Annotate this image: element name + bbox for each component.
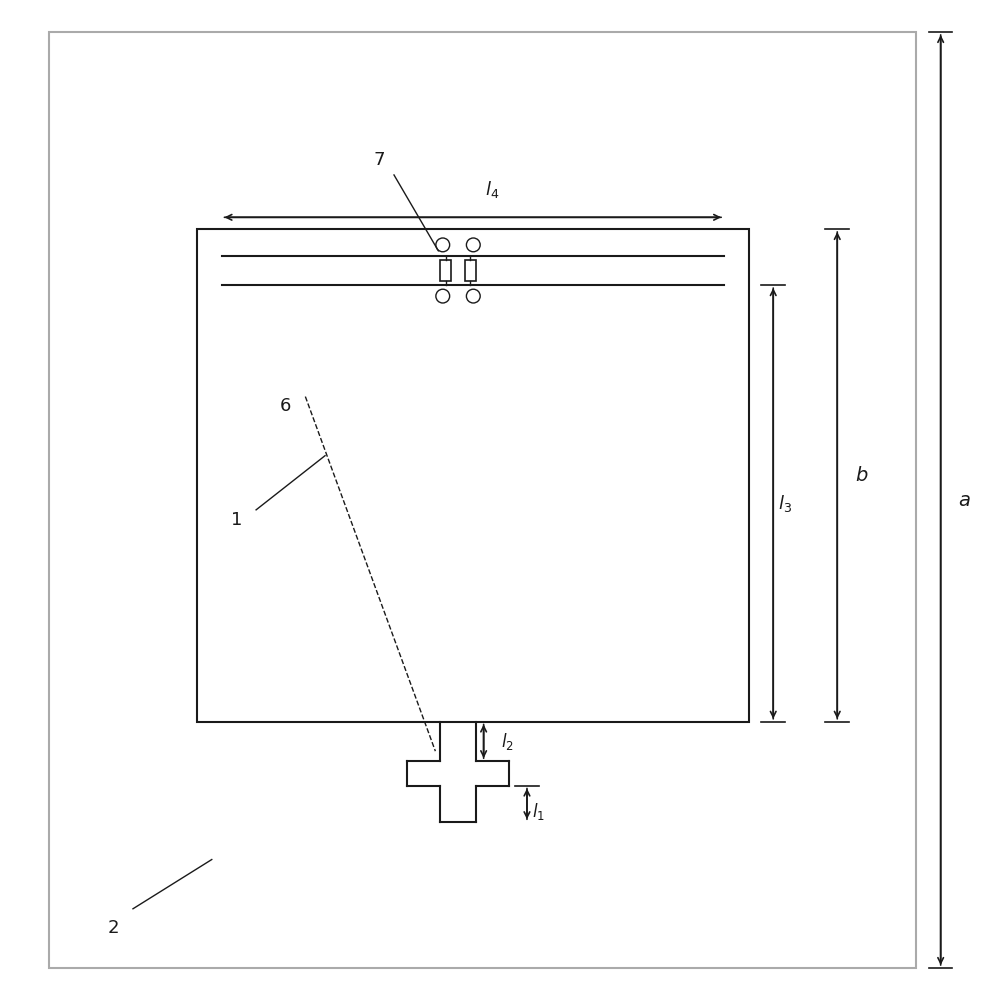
Text: $l_3$: $l_3$ (778, 493, 792, 514)
Text: $a$: $a$ (958, 491, 971, 510)
Text: $l_4$: $l_4$ (486, 179, 499, 200)
Bar (49, 32, 916, 968)
Text: 6: 6 (280, 397, 292, 415)
Text: $l_1$: $l_1$ (532, 801, 545, 822)
Text: $b$: $b$ (855, 466, 869, 485)
Bar (440, 260, 451, 281)
Text: 1: 1 (230, 511, 242, 529)
Text: 7: 7 (373, 151, 385, 169)
Text: $l_2$: $l_2$ (501, 731, 514, 752)
Bar (197, 229, 749, 722)
Text: 2: 2 (107, 919, 119, 937)
Bar (465, 260, 476, 281)
